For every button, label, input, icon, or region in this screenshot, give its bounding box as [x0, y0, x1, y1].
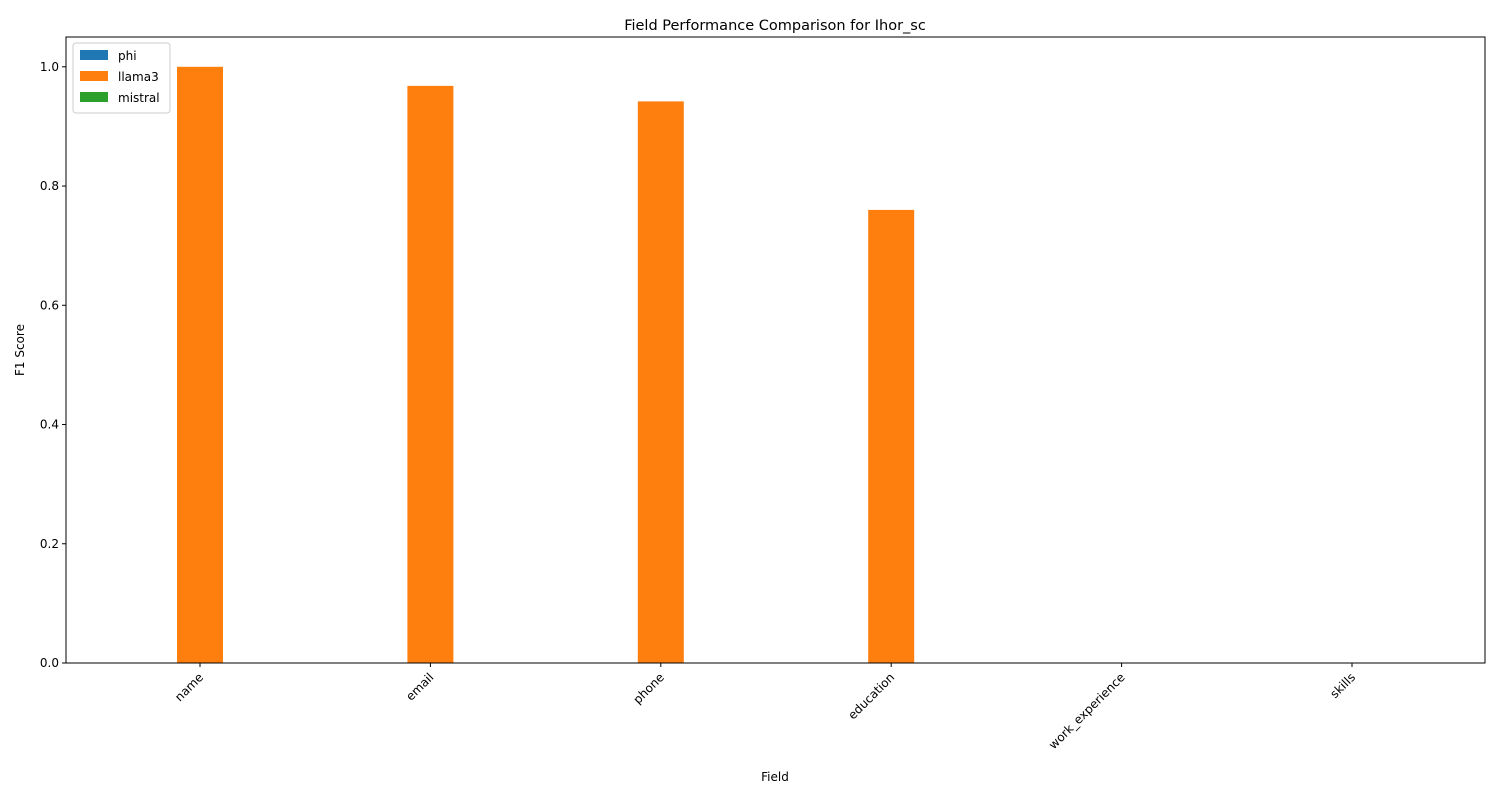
legend-label-llama3: llama3: [118, 70, 159, 84]
legend-swatch-llama3: [80, 71, 108, 81]
legend-label-mistral: mistral: [118, 91, 160, 105]
x-tick-label: name: [172, 670, 206, 704]
y-tick-label: 1.0: [40, 60, 59, 74]
bar-llama3-education: [868, 209, 915, 663]
legend-swatch-mistral: [80, 92, 108, 102]
y-tick-label: 0.2: [40, 537, 59, 551]
y-axis: 0.0 0.2 0.4 0.6 0.8 1.0: [40, 60, 66, 670]
y-axis-title: F1 Score: [13, 324, 27, 376]
legend: phi llama3 mistral: [72, 42, 171, 114]
y-tick-label: 0.0: [40, 656, 59, 670]
bar-llama3-email: [407, 85, 454, 663]
y-tick-label: 0.8: [40, 179, 59, 193]
plot-area: [177, 66, 915, 664]
x-axis: name email phone education work_experience sk…: [172, 663, 1358, 752]
y-tick-label: 0.4: [40, 418, 59, 432]
plot-frame: [65, 36, 1486, 664]
x-tick-label: work_experience: [1046, 670, 1128, 752]
x-tick-label: phone: [630, 670, 666, 706]
bar-llama3-name: [177, 66, 223, 664]
legend-label-phi: phi: [118, 49, 137, 63]
x-tick-label: education: [845, 670, 897, 722]
chart-title: Field Performance Comparison for Ihor_sc: [624, 18, 926, 34]
x-tick-label: skills: [1327, 670, 1358, 701]
x-axis-title: Field: [761, 770, 789, 784]
y-tick-label: 0.6: [40, 298, 59, 312]
bar-llama3-phone: [637, 101, 684, 664]
x-tick-label: email: [403, 670, 436, 703]
legend-swatch-phi: [80, 50, 108, 60]
